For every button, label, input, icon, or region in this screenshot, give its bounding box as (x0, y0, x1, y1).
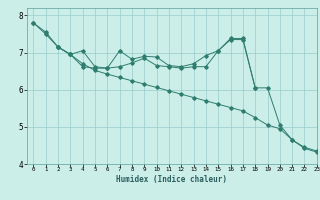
X-axis label: Humidex (Indice chaleur): Humidex (Indice chaleur) (116, 175, 228, 184)
